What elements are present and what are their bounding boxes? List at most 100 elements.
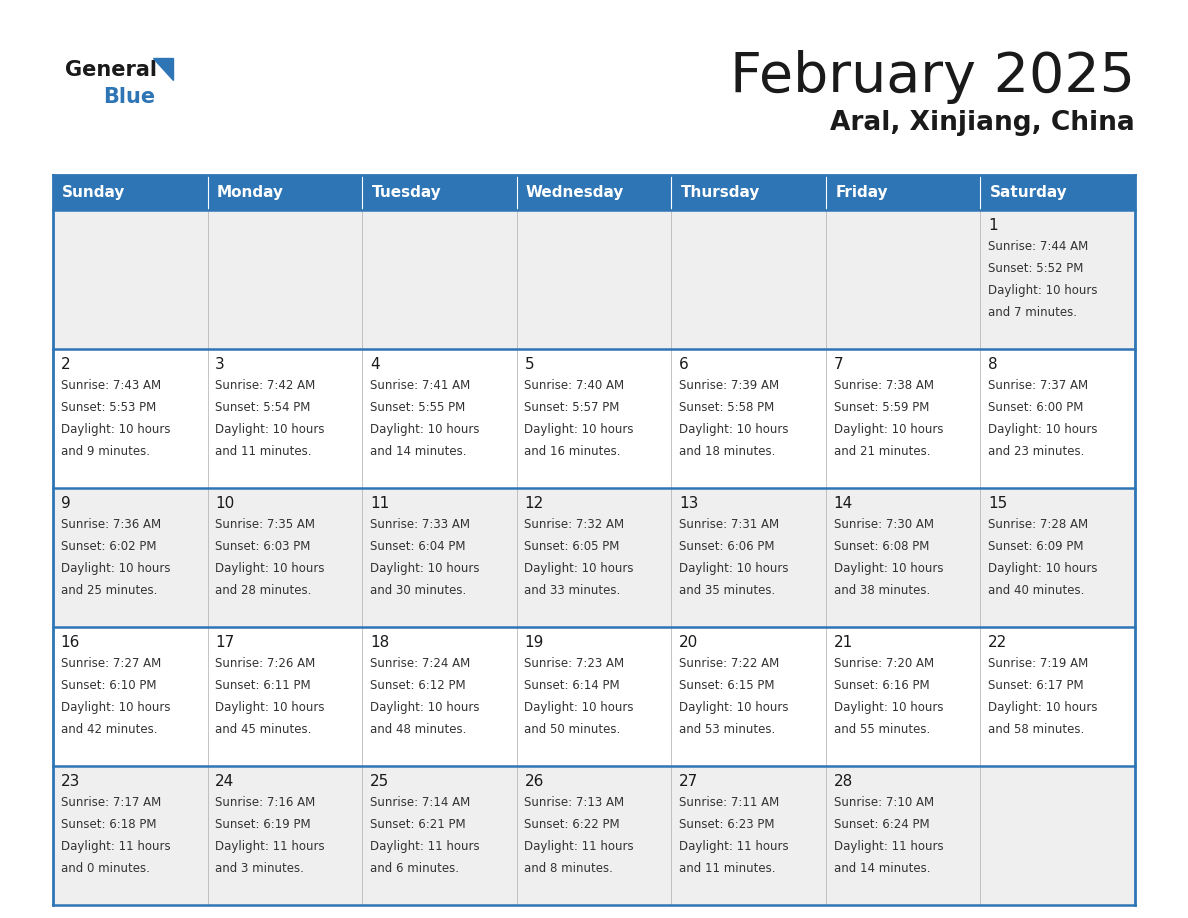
Text: Sunrise: 7:39 AM: Sunrise: 7:39 AM	[680, 379, 779, 392]
FancyBboxPatch shape	[826, 175, 980, 210]
Text: Sunrise: 7:22 AM: Sunrise: 7:22 AM	[680, 657, 779, 670]
Text: Sunrise: 7:14 AM: Sunrise: 7:14 AM	[369, 796, 470, 809]
Text: Sunset: 6:17 PM: Sunset: 6:17 PM	[988, 679, 1083, 692]
Text: 11: 11	[369, 496, 390, 511]
Text: 17: 17	[215, 635, 234, 650]
Text: Sunrise: 7:35 AM: Sunrise: 7:35 AM	[215, 518, 315, 531]
Text: 2: 2	[61, 357, 70, 372]
FancyBboxPatch shape	[826, 766, 980, 905]
Text: General: General	[65, 60, 157, 80]
FancyBboxPatch shape	[826, 627, 980, 766]
FancyBboxPatch shape	[826, 210, 980, 349]
Text: Daylight: 10 hours: Daylight: 10 hours	[988, 284, 1098, 297]
Text: Daylight: 10 hours: Daylight: 10 hours	[680, 701, 789, 714]
FancyBboxPatch shape	[517, 488, 671, 627]
Text: Aral, Xinjiang, China: Aral, Xinjiang, China	[830, 110, 1135, 136]
Text: Sunset: 6:14 PM: Sunset: 6:14 PM	[524, 679, 620, 692]
Text: Sunset: 6:00 PM: Sunset: 6:00 PM	[988, 401, 1083, 414]
Text: and 11 minutes.: and 11 minutes.	[215, 445, 311, 458]
Text: Sunset: 6:16 PM: Sunset: 6:16 PM	[834, 679, 929, 692]
Text: Sunrise: 7:26 AM: Sunrise: 7:26 AM	[215, 657, 316, 670]
Text: Sunset: 6:15 PM: Sunset: 6:15 PM	[680, 679, 775, 692]
Text: 22: 22	[988, 635, 1007, 650]
Text: Sunrise: 7:31 AM: Sunrise: 7:31 AM	[680, 518, 779, 531]
Text: Daylight: 10 hours: Daylight: 10 hours	[61, 562, 170, 575]
Text: and 14 minutes.: and 14 minutes.	[369, 445, 467, 458]
Text: Sunrise: 7:28 AM: Sunrise: 7:28 AM	[988, 518, 1088, 531]
FancyBboxPatch shape	[980, 349, 1135, 488]
Text: 25: 25	[369, 774, 390, 789]
Text: 4: 4	[369, 357, 379, 372]
Text: and 55 minutes.: and 55 minutes.	[834, 723, 930, 736]
Text: February 2025: February 2025	[729, 50, 1135, 104]
Text: Sunset: 6:10 PM: Sunset: 6:10 PM	[61, 679, 157, 692]
FancyBboxPatch shape	[53, 627, 208, 766]
FancyBboxPatch shape	[53, 210, 208, 349]
Text: Sunset: 6:19 PM: Sunset: 6:19 PM	[215, 818, 311, 831]
Text: Daylight: 10 hours: Daylight: 10 hours	[524, 423, 634, 436]
Text: Sunrise: 7:20 AM: Sunrise: 7:20 AM	[834, 657, 934, 670]
Text: and 7 minutes.: and 7 minutes.	[988, 306, 1078, 319]
Text: and 18 minutes.: and 18 minutes.	[680, 445, 776, 458]
Text: Sunrise: 7:10 AM: Sunrise: 7:10 AM	[834, 796, 934, 809]
Text: and 0 minutes.: and 0 minutes.	[61, 862, 150, 875]
Text: and 28 minutes.: and 28 minutes.	[215, 584, 311, 597]
Text: Daylight: 10 hours: Daylight: 10 hours	[524, 562, 634, 575]
Text: Sunset: 6:21 PM: Sunset: 6:21 PM	[369, 818, 466, 831]
FancyBboxPatch shape	[671, 175, 826, 210]
Text: Tuesday: Tuesday	[372, 185, 441, 200]
Text: Sunrise: 7:41 AM: Sunrise: 7:41 AM	[369, 379, 470, 392]
Text: Thursday: Thursday	[681, 185, 760, 200]
FancyBboxPatch shape	[980, 175, 1135, 210]
FancyBboxPatch shape	[208, 488, 362, 627]
Text: Sunset: 6:05 PM: Sunset: 6:05 PM	[524, 540, 620, 553]
Text: 28: 28	[834, 774, 853, 789]
Text: 12: 12	[524, 496, 544, 511]
Text: Sunset: 6:24 PM: Sunset: 6:24 PM	[834, 818, 929, 831]
Text: and 53 minutes.: and 53 minutes.	[680, 723, 776, 736]
Text: and 35 minutes.: and 35 minutes.	[680, 584, 776, 597]
Text: Friday: Friday	[835, 185, 887, 200]
Text: Daylight: 10 hours: Daylight: 10 hours	[61, 423, 170, 436]
FancyBboxPatch shape	[517, 210, 671, 349]
Text: Sunset: 5:57 PM: Sunset: 5:57 PM	[524, 401, 620, 414]
Text: Sunset: 6:09 PM: Sunset: 6:09 PM	[988, 540, 1083, 553]
Text: Daylight: 11 hours: Daylight: 11 hours	[369, 840, 480, 853]
Text: Sunrise: 7:11 AM: Sunrise: 7:11 AM	[680, 796, 779, 809]
Text: Daylight: 10 hours: Daylight: 10 hours	[369, 701, 480, 714]
Text: and 45 minutes.: and 45 minutes.	[215, 723, 311, 736]
FancyBboxPatch shape	[517, 627, 671, 766]
Text: and 23 minutes.: and 23 minutes.	[988, 445, 1085, 458]
Text: Sunset: 6:08 PM: Sunset: 6:08 PM	[834, 540, 929, 553]
FancyBboxPatch shape	[980, 210, 1135, 349]
Text: 9: 9	[61, 496, 70, 511]
Text: Daylight: 10 hours: Daylight: 10 hours	[988, 701, 1098, 714]
Text: Sunset: 6:22 PM: Sunset: 6:22 PM	[524, 818, 620, 831]
FancyBboxPatch shape	[362, 488, 517, 627]
Text: 24: 24	[215, 774, 234, 789]
Text: 16: 16	[61, 635, 80, 650]
Text: Daylight: 11 hours: Daylight: 11 hours	[215, 840, 326, 853]
Text: Sunrise: 7:43 AM: Sunrise: 7:43 AM	[61, 379, 160, 392]
Text: Daylight: 11 hours: Daylight: 11 hours	[524, 840, 634, 853]
Text: and 38 minutes.: and 38 minutes.	[834, 584, 930, 597]
Text: Sunset: 6:06 PM: Sunset: 6:06 PM	[680, 540, 775, 553]
Text: Daylight: 10 hours: Daylight: 10 hours	[215, 701, 324, 714]
FancyBboxPatch shape	[826, 488, 980, 627]
Text: Daylight: 10 hours: Daylight: 10 hours	[369, 562, 480, 575]
Text: Daylight: 10 hours: Daylight: 10 hours	[680, 562, 789, 575]
FancyBboxPatch shape	[671, 488, 826, 627]
FancyBboxPatch shape	[517, 175, 671, 210]
Text: 3: 3	[215, 357, 225, 372]
Text: Daylight: 11 hours: Daylight: 11 hours	[680, 840, 789, 853]
Text: and 16 minutes.: and 16 minutes.	[524, 445, 621, 458]
Polygon shape	[153, 58, 173, 80]
Text: 8: 8	[988, 357, 998, 372]
Text: Sunrise: 7:37 AM: Sunrise: 7:37 AM	[988, 379, 1088, 392]
Text: Sunset: 6:23 PM: Sunset: 6:23 PM	[680, 818, 775, 831]
Text: Daylight: 11 hours: Daylight: 11 hours	[61, 840, 170, 853]
FancyBboxPatch shape	[980, 488, 1135, 627]
Text: Monday: Monday	[217, 185, 284, 200]
Text: and 14 minutes.: and 14 minutes.	[834, 862, 930, 875]
Text: Sunset: 5:54 PM: Sunset: 5:54 PM	[215, 401, 311, 414]
